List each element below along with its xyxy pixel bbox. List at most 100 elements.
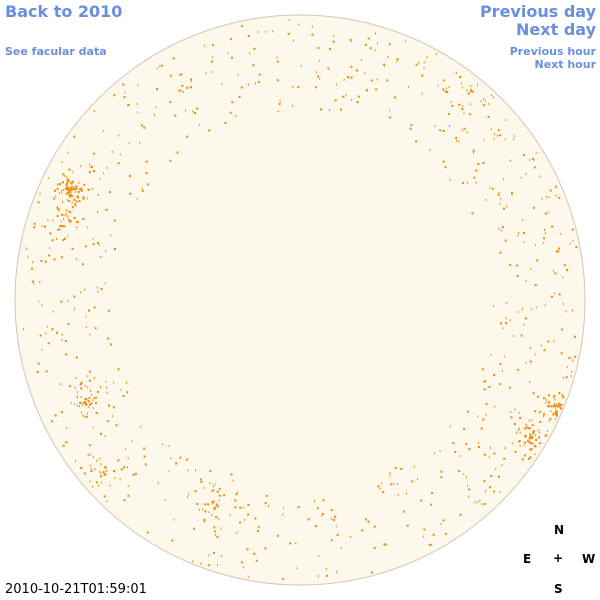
facula [336, 570, 338, 573]
facula [527, 427, 530, 430]
facula [555, 410, 558, 413]
facula [69, 190, 71, 192]
facula [459, 455, 461, 457]
facular-link[interactable]: See facular data [5, 45, 107, 58]
facula [497, 193, 500, 196]
facula [113, 470, 115, 472]
facula [205, 72, 207, 75]
previous-hour-link[interactable]: Previous hour [509, 45, 596, 58]
facula [379, 487, 381, 490]
facula [68, 200, 70, 202]
facula [544, 229, 545, 232]
facula [88, 171, 91, 174]
facula [410, 123, 413, 126]
facula [279, 99, 281, 102]
facula [93, 407, 94, 409]
timestamp: 2010-10-21T01:59:01 [5, 582, 147, 597]
facula [316, 507, 319, 510]
facula [408, 86, 410, 88]
facula [394, 467, 397, 469]
facula [499, 363, 502, 366]
facula [479, 499, 481, 502]
facula [98, 193, 100, 196]
facula [405, 492, 407, 495]
facula [114, 476, 116, 479]
facula [477, 162, 480, 165]
facula [100, 386, 102, 388]
facula [532, 432, 535, 435]
facula [471, 90, 474, 93]
facula [482, 418, 485, 421]
facula [67, 323, 70, 326]
facula [104, 435, 106, 438]
facula [289, 542, 291, 545]
facula [54, 414, 57, 417]
facula [430, 503, 433, 506]
facula [482, 162, 485, 164]
facula [367, 37, 370, 40]
facula [518, 411, 520, 414]
facula [433, 452, 435, 455]
facula [85, 245, 87, 248]
facula [256, 530, 259, 532]
facula [421, 74, 424, 77]
back-link[interactable]: Back to 2010 [5, 2, 123, 21]
facula [93, 152, 96, 155]
facula [47, 342, 50, 345]
facula [483, 388, 486, 391]
facula [514, 135, 516, 138]
facula [485, 198, 487, 201]
next-hour-link[interactable]: Next hour [534, 58, 597, 71]
facula [361, 529, 364, 532]
facula [67, 191, 70, 194]
facula [71, 180, 74, 183]
facula [113, 219, 116, 222]
facula [375, 32, 376, 35]
facula [159, 65, 161, 68]
facula [554, 292, 556, 295]
facula [37, 362, 40, 365]
facula [498, 227, 500, 230]
facula [94, 327, 97, 330]
facula [209, 470, 212, 473]
facula [33, 282, 35, 285]
facula [503, 178, 504, 181]
facula [80, 189, 83, 192]
facula [211, 490, 213, 493]
facula [75, 258, 77, 261]
facula [128, 142, 130, 145]
facula [421, 92, 423, 95]
facula [553, 405, 555, 408]
facula [129, 175, 132, 177]
facula [384, 64, 385, 67]
facula [44, 225, 46, 228]
facula [196, 107, 199, 110]
facula [461, 82, 462, 85]
next-day-link[interactable]: Next day [516, 20, 596, 39]
facula [349, 38, 352, 41]
facula [75, 356, 78, 359]
facula [458, 470, 461, 473]
facula [85, 398, 87, 401]
facula [30, 267, 33, 270]
facula [514, 450, 517, 453]
facula [530, 437, 532, 440]
facula [499, 383, 502, 386]
facula [57, 183, 58, 186]
facula [234, 499, 237, 502]
facula [67, 180, 69, 183]
facula [483, 138, 485, 141]
facula [508, 386, 511, 389]
facula [203, 520, 205, 523]
facula [137, 83, 139, 86]
facula [561, 328, 564, 331]
facula [509, 264, 512, 266]
facula [44, 260, 47, 263]
facula [554, 412, 556, 415]
facula [200, 562, 202, 565]
facula [374, 49, 376, 52]
previous-day-link[interactable]: Previous day [479, 2, 596, 21]
facula [97, 484, 99, 487]
facula [553, 269, 555, 272]
facula [530, 268, 532, 270]
